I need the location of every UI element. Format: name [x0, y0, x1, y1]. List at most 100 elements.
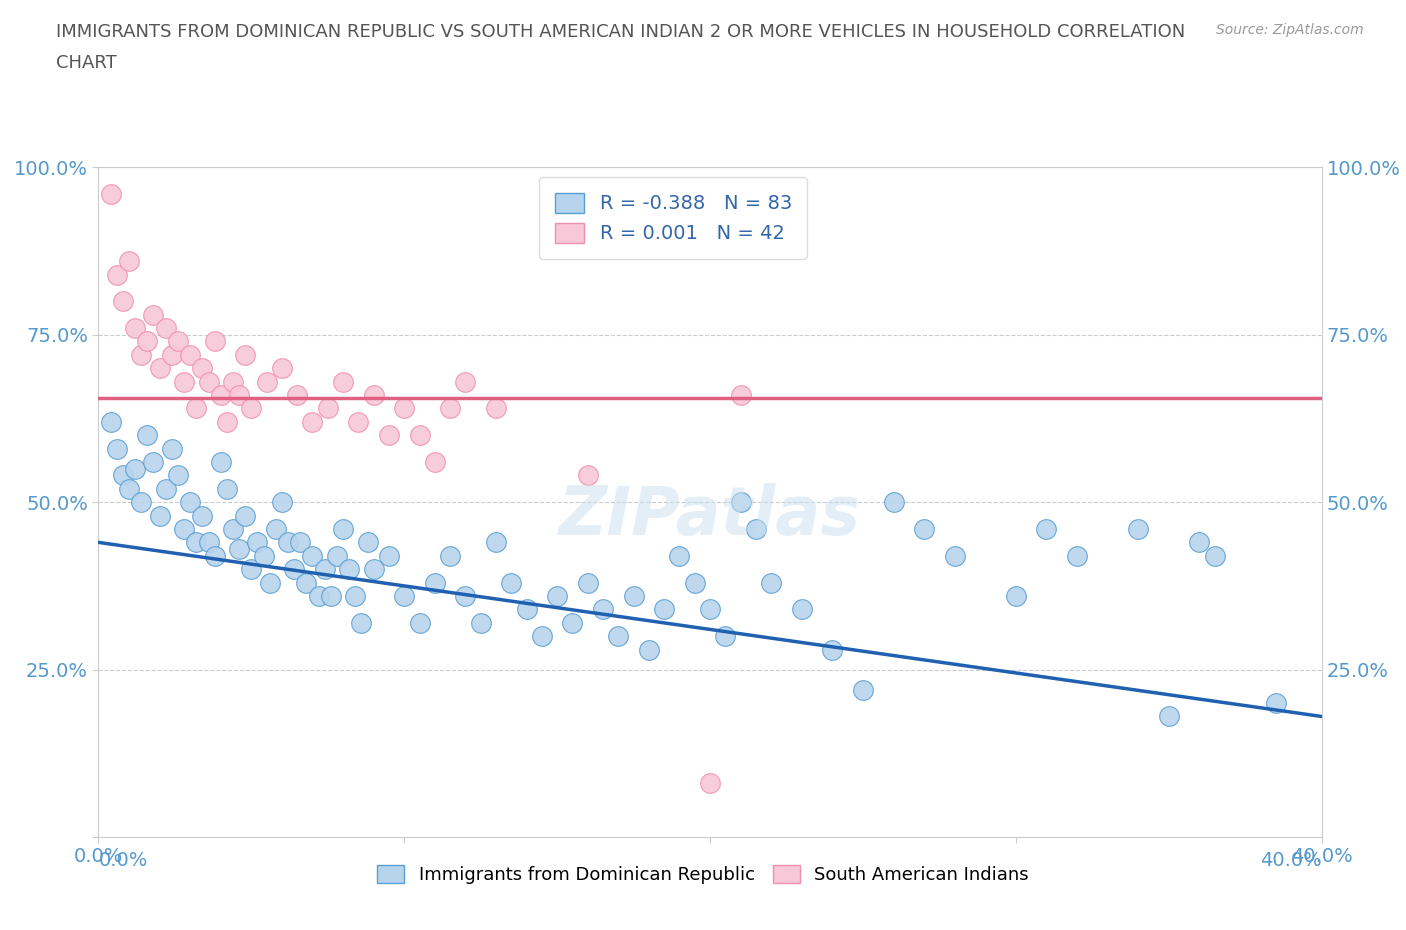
- Point: [546, 589, 568, 604]
- Point: [252, 549, 274, 564]
- Point: [454, 589, 477, 604]
- Point: [592, 602, 614, 617]
- Point: [308, 589, 330, 604]
- Point: [1004, 589, 1026, 604]
- Point: [222, 374, 245, 389]
- Point: [408, 428, 430, 443]
- Text: 40.0%: 40.0%: [1260, 851, 1322, 870]
- Point: [277, 535, 299, 550]
- Point: [683, 575, 706, 590]
- Point: [256, 374, 278, 389]
- Point: [301, 549, 323, 564]
- Point: [204, 549, 226, 564]
- Point: [240, 562, 263, 577]
- Point: [790, 602, 813, 617]
- Point: [118, 254, 141, 269]
- Point: [215, 482, 238, 497]
- Point: [350, 616, 373, 631]
- Point: [745, 522, 768, 537]
- Point: [222, 522, 245, 537]
- Point: [118, 482, 141, 497]
- Point: [576, 468, 599, 483]
- Point: [301, 415, 323, 430]
- Point: [209, 455, 232, 470]
- Point: [319, 589, 342, 604]
- Point: [485, 401, 508, 416]
- Point: [1264, 696, 1286, 711]
- Point: [209, 388, 232, 403]
- Point: [316, 401, 339, 416]
- Point: [652, 602, 675, 617]
- Point: [356, 535, 378, 550]
- Point: [186, 401, 208, 416]
- Point: [883, 495, 905, 510]
- Point: [821, 642, 844, 657]
- Point: [730, 388, 752, 403]
- Point: [167, 468, 190, 483]
- Point: [423, 575, 446, 590]
- Point: [142, 307, 165, 322]
- Point: [124, 461, 146, 476]
- Point: [246, 535, 269, 550]
- Point: [179, 348, 201, 363]
- Point: [668, 549, 690, 564]
- Point: [290, 535, 312, 550]
- Text: 0.0%: 0.0%: [98, 851, 148, 870]
- Point: [561, 616, 583, 631]
- Point: [136, 334, 159, 349]
- Point: [160, 348, 183, 363]
- Point: [179, 495, 201, 510]
- Point: [607, 629, 630, 644]
- Point: [1204, 549, 1226, 564]
- Point: [191, 508, 214, 523]
- Point: [228, 388, 250, 403]
- Point: [149, 508, 172, 523]
- Text: CHART: CHART: [56, 54, 117, 72]
- Point: [197, 535, 219, 550]
- Point: [337, 562, 360, 577]
- Point: [501, 575, 523, 590]
- Point: [470, 616, 492, 631]
- Point: [912, 522, 935, 537]
- Point: [943, 549, 966, 564]
- Point: [295, 575, 318, 590]
- Point: [363, 562, 385, 577]
- Text: IMMIGRANTS FROM DOMINICAN REPUBLIC VS SOUTH AMERICAN INDIAN 2 OR MORE VEHICLES I: IMMIGRANTS FROM DOMINICAN REPUBLIC VS SO…: [56, 23, 1185, 41]
- Point: [332, 522, 354, 537]
- Point: [105, 267, 128, 282]
- Point: [623, 589, 645, 604]
- Point: [1035, 522, 1057, 537]
- Legend: R = -0.388   N = 83, R = 0.001   N = 42: R = -0.388 N = 83, R = 0.001 N = 42: [540, 177, 807, 259]
- Point: [637, 642, 661, 657]
- Point: [173, 374, 195, 389]
- Point: [191, 361, 214, 376]
- Point: [204, 334, 226, 349]
- Point: [454, 374, 477, 389]
- Point: [516, 602, 538, 617]
- Point: [167, 334, 190, 349]
- Point: [576, 575, 599, 590]
- Point: [129, 348, 152, 363]
- Point: [155, 321, 177, 336]
- Point: [759, 575, 782, 590]
- Point: [129, 495, 152, 510]
- Point: [314, 562, 336, 577]
- Point: [439, 401, 461, 416]
- Legend: Immigrants from Dominican Republic, South American Indians: Immigrants from Dominican Republic, Sout…: [368, 856, 1038, 893]
- Point: [149, 361, 172, 376]
- Point: [283, 562, 305, 577]
- Y-axis label: 2 or more Vehicles in Household: 2 or more Vehicles in Household: [0, 356, 3, 648]
- Point: [155, 482, 177, 497]
- Point: [699, 602, 721, 617]
- Point: [228, 541, 250, 556]
- Point: [233, 508, 256, 523]
- Point: [100, 415, 122, 430]
- Text: Source: ZipAtlas.com: Source: ZipAtlas.com: [1216, 23, 1364, 37]
- Point: [264, 522, 287, 537]
- Point: [285, 388, 308, 403]
- Point: [714, 629, 737, 644]
- Point: [111, 468, 134, 483]
- Point: [344, 589, 367, 604]
- Point: [530, 629, 553, 644]
- Point: [423, 455, 446, 470]
